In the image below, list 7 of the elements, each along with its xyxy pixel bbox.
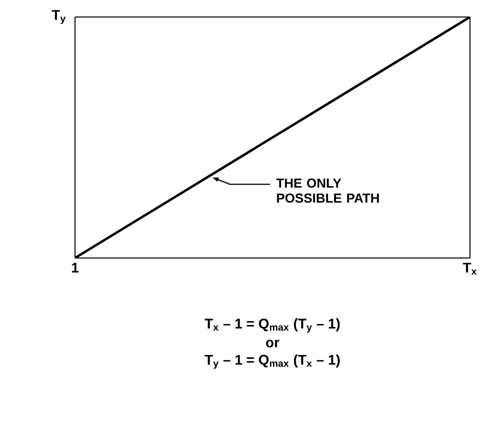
- text: or: [266, 340, 280, 348]
- text: T$_{x}$ – 1 = Q$_{max}$ (T$_{y}$ – 1): [204, 318, 340, 333]
- x-tick-label: 1: [72, 262, 79, 272]
- annotation: THE ONLY POSSIBLE PATH: [276, 178, 379, 203]
- x-tick-label: T$_{x}$: [462, 262, 477, 275]
- y-axis-title: T$_{y}$: [52, 10, 66, 24]
- text: T$_{y}$ – 1 = Q$_{max}$ (T$_{x}$ – 1): [204, 354, 340, 369]
